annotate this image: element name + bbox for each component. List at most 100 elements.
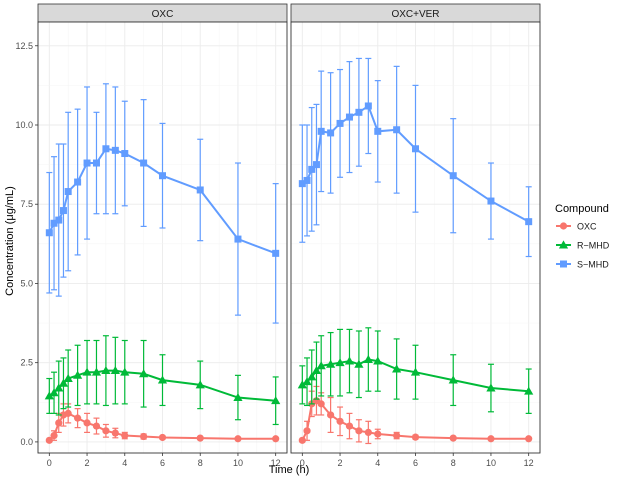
- series-oxc: [45, 403, 280, 444]
- data-point: [355, 108, 363, 116]
- data-point: [111, 146, 119, 154]
- data-point: [354, 359, 364, 368]
- legend-entry: R−MHD: [556, 240, 610, 251]
- data-point: [411, 433, 420, 441]
- data-point: [73, 370, 83, 379]
- data-point: [45, 229, 53, 237]
- legend-entry-label: R−MHD: [577, 241, 610, 251]
- data-point: [44, 391, 54, 400]
- data-point: [374, 127, 382, 135]
- data-point: [525, 218, 533, 226]
- data-point: [316, 361, 326, 370]
- data-point: [63, 373, 73, 382]
- data-point: [374, 430, 382, 438]
- x-tick-label: 8: [198, 458, 203, 468]
- x-tick-label: 0: [47, 458, 52, 468]
- x-tick-label: 6: [160, 458, 165, 468]
- data-point: [487, 435, 495, 443]
- x-tick-label: 2: [85, 458, 90, 468]
- data-point: [74, 178, 82, 186]
- data-point: [373, 356, 383, 365]
- x-tick-label: 0: [300, 458, 305, 468]
- data-point: [448, 375, 458, 384]
- panel-oxc-ver: OXC+VER 0 2 4 6 8 10 12: [290, 3, 541, 468]
- data-point: [92, 422, 101, 430]
- facet-strip-label: OXC+VER: [391, 9, 439, 20]
- data-point: [393, 126, 401, 134]
- data-point: [159, 172, 166, 180]
- data-point: [355, 427, 363, 435]
- data-point: [308, 165, 316, 173]
- data-point: [102, 427, 110, 435]
- data-point: [345, 422, 354, 430]
- y-axis-label: Concentration (μg/mL): [4, 186, 16, 296]
- x-tick-label: 4: [375, 458, 380, 468]
- data-point: [335, 358, 345, 367]
- data-point: [195, 380, 205, 389]
- data-point: [272, 435, 280, 443]
- data-point: [58, 378, 69, 387]
- data-point: [298, 180, 306, 188]
- series-line: [48, 412, 276, 442]
- data-point: [111, 429, 119, 437]
- legend-swatch-marker: [559, 222, 568, 230]
- x-tick-label: 4: [122, 458, 127, 468]
- series-smhd: [45, 83, 280, 324]
- legend-swatch-marker: [558, 240, 569, 249]
- data-point: [234, 235, 242, 243]
- data-point: [50, 431, 58, 440]
- data-point: [120, 367, 130, 376]
- y-tick-label: 10.0: [15, 120, 33, 130]
- data-point: [102, 145, 110, 153]
- data-point: [50, 219, 58, 227]
- data-point: [74, 414, 82, 422]
- panels-layer: OXC 0 2 4 6 8 10 12 0.0 2.5 5.0 7.5 10.0 12.5 OXC+VER 0…: [15, 3, 541, 468]
- data-point: [317, 127, 325, 135]
- data-point: [311, 366, 322, 375]
- x-tick-label: 10: [233, 458, 243, 468]
- data-point: [449, 434, 457, 442]
- data-point: [307, 372, 317, 381]
- facet-strip-label: OXC: [152, 9, 174, 20]
- data-point: [312, 161, 320, 169]
- y-tick-label: 12.5: [15, 41, 33, 51]
- legend-title: Compound: [555, 203, 609, 215]
- data-point: [59, 207, 67, 215]
- data-point: [55, 216, 63, 224]
- data-point: [110, 366, 120, 375]
- data-point: [298, 436, 306, 444]
- data-point: [140, 432, 148, 441]
- data-point: [303, 427, 311, 435]
- legend-entry: S−MHD: [556, 260, 609, 270]
- legend-entry: OXC: [556, 222, 597, 232]
- data-point: [363, 354, 373, 363]
- data-point: [92, 159, 100, 167]
- legend-swatch-marker: [560, 260, 567, 268]
- data-point: [410, 367, 421, 376]
- data-point: [64, 409, 72, 417]
- y-tick-label: 0.0: [20, 437, 33, 447]
- data-point: [327, 411, 335, 419]
- data-point: [158, 433, 167, 442]
- data-point: [54, 383, 64, 392]
- x-tick-label: 6: [413, 458, 418, 468]
- data-point: [121, 431, 129, 440]
- data-point: [393, 431, 401, 440]
- data-point: [302, 377, 312, 386]
- data-point: [233, 392, 243, 401]
- data-point: [449, 172, 457, 180]
- data-point: [525, 435, 533, 443]
- series-rmhd: [44, 335, 281, 426]
- data-point: [272, 249, 280, 257]
- data-point: [344, 356, 355, 365]
- data-point: [326, 359, 336, 368]
- y-tick-label: 2.5: [20, 358, 33, 368]
- data-point: [196, 186, 204, 194]
- data-point: [121, 150, 129, 158]
- data-point: [49, 388, 59, 397]
- data-point: [83, 159, 91, 167]
- data-point: [45, 436, 53, 444]
- data-point: [364, 102, 372, 110]
